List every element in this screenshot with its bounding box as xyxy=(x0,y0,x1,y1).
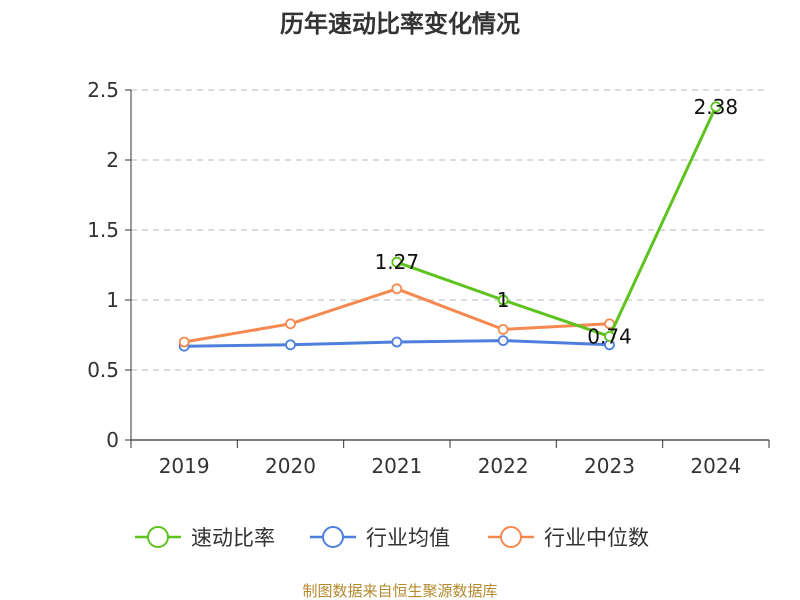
data-point xyxy=(285,339,296,351)
y-tick-label: 0.5 xyxy=(87,358,119,382)
data-point xyxy=(391,283,403,295)
data-point xyxy=(391,256,403,268)
y-tick-label: 2 xyxy=(106,148,119,172)
series-group xyxy=(178,101,722,352)
x-tick-label: 2021 xyxy=(371,454,422,478)
series-line-0 xyxy=(396,106,718,338)
data-label: 0.74 xyxy=(587,324,632,348)
data-point xyxy=(604,330,615,342)
data-point xyxy=(178,336,190,348)
x-axis: 2019 2020 2021 2022 2023 2024 xyxy=(130,439,770,478)
x-tick-label: 2020 xyxy=(265,454,316,478)
y-tick-label: 1 xyxy=(106,288,119,312)
legend-marker xyxy=(147,526,169,548)
data-point xyxy=(391,336,403,348)
x-tick-label: 2019 xyxy=(159,454,210,478)
legend-label: 行业中位数 xyxy=(544,526,649,550)
source-note: 制图数据来自恒生聚源数据库 xyxy=(302,582,497,600)
data-point xyxy=(497,294,509,306)
legend-label: 行业均值 xyxy=(366,526,450,550)
data-labels: 1.27 1 0.74 2.38 xyxy=(375,95,739,349)
x-tick-label: 2023 xyxy=(584,454,635,478)
x-tick-label: 2024 xyxy=(690,454,741,478)
legend-marker xyxy=(322,526,344,548)
data-point xyxy=(497,323,509,335)
chart-title: 历年速动比率变化情况 xyxy=(280,10,520,38)
grid-lines xyxy=(131,89,769,371)
y-axis: 0 0.5 1 1.5 2 2.5 xyxy=(87,78,132,452)
data-point xyxy=(285,318,296,330)
y-tick-label: 2.5 xyxy=(87,78,119,102)
x-tick-label: 2022 xyxy=(478,454,529,478)
data-label: 1.27 xyxy=(375,250,420,274)
legend: 速动比率 行业均值 行业中位数 xyxy=(135,526,649,550)
data-label: 2.38 xyxy=(694,95,739,119)
data-point xyxy=(497,335,509,347)
legend-marker xyxy=(500,526,522,548)
data-point xyxy=(710,101,722,113)
y-tick-label: 0 xyxy=(106,428,119,452)
y-tick-label: 1.5 xyxy=(87,218,119,242)
legend-label: 速动比率 xyxy=(191,526,275,550)
data-label: 1 xyxy=(497,288,510,312)
